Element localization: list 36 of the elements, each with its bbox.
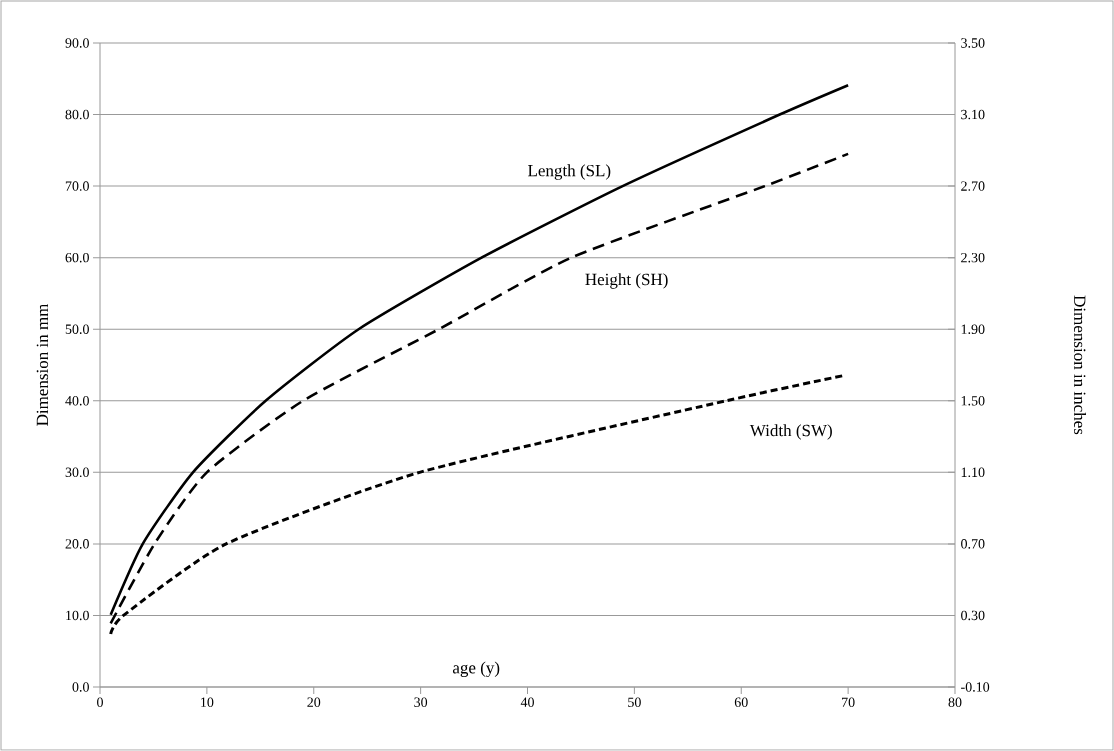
- x-tick-label: 50: [628, 697, 641, 707]
- series-label: Width (SW): [749, 424, 832, 440]
- x-tick-label: 70: [842, 697, 855, 707]
- y-tick-label: 50.0: [65, 324, 89, 334]
- y-tick-label: 80.0: [65, 109, 89, 120]
- line-series: [109, 374, 845, 636]
- x-tick-label: 30: [414, 697, 428, 707]
- y2-tick-label: 1.90: [961, 324, 985, 334]
- series-label: Height (SH): [585, 273, 668, 289]
- x-tick-label: 80: [948, 697, 962, 707]
- y-tick-label: 90.0: [65, 38, 89, 48]
- x-tick-label: 60: [734, 697, 748, 707]
- y-tick-label: 40.0: [65, 396, 89, 406]
- y-axis-title: Dimension in mm: [36, 303, 49, 426]
- x-tick-label: 40: [520, 697, 534, 707]
- y2-tick-label: 1.10: [961, 467, 985, 478]
- y-tick-label: 10.0: [66, 610, 89, 621]
- y-tick-label: 20.0: [65, 539, 89, 549]
- y2-tick-label: 1.50: [961, 396, 985, 406]
- y2-tick-label: 3.10: [961, 109, 985, 120]
- y-tick-label: 70.0: [65, 181, 89, 191]
- y-tick-label: 0.0: [72, 682, 89, 692]
- y2-tick-label: 3.50: [961, 38, 985, 48]
- y-tick-label: 30.0: [65, 467, 89, 478]
- y2-tick-label: 0.70: [961, 539, 985, 549]
- y2-axis-title: Dimension in inches: [1074, 295, 1086, 435]
- x-axis-title: age (y): [452, 661, 500, 678]
- x-tick-label: 0: [97, 697, 103, 707]
- y2-tick-label: 2.70: [961, 181, 985, 191]
- x-tick-label: 20: [307, 697, 321, 707]
- y2-tick-label: 0.30: [961, 610, 985, 621]
- series-label: Length (SL): [528, 164, 611, 180]
- x-tick-label: 10: [201, 697, 214, 707]
- y2-tick-label: -0.10: [961, 682, 990, 692]
- y2-tick-label: 2.30: [961, 252, 985, 263]
- y-tick-label: 60.0: [65, 252, 89, 263]
